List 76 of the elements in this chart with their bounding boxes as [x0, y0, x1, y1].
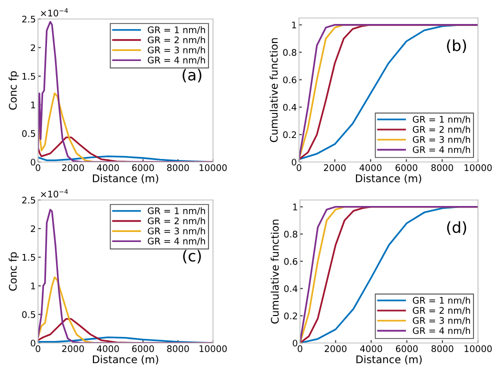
legend-label: GR = 4 nm/h: [412, 327, 470, 335]
legend-label: GR = 2 nm/h: [412, 126, 470, 134]
x-tick-label: 6000: [132, 345, 154, 352]
y-tick-label: 0.5: [22, 311, 36, 318]
y-tick-label: 2.5: [22, 196, 36, 204]
x-tick-label: 6000: [396, 164, 418, 172]
legend-label: GR = 4 nm/h: [412, 146, 470, 154]
x-tick-label: 4000: [360, 164, 382, 172]
x-tick-label: 8000: [431, 164, 454, 172]
annotation: (b): [447, 39, 466, 54]
legend-label: GR = 2 nm/h: [148, 36, 206, 44]
y-tick-label: 0: [30, 340, 36, 347]
y-tick-label: 0.2: [284, 312, 298, 320]
x-tick-label: 8000: [167, 164, 189, 172]
legend-label: GR = 3 nm/h: [148, 227, 206, 236]
y-tick-label: 2: [30, 225, 36, 232]
y-axis-title: Cumulative function: [270, 38, 278, 142]
y-axis-title: Cumulative function: [270, 220, 279, 324]
y-tick-label: 2: [30, 44, 36, 52]
x-tick-label: 2000: [62, 164, 84, 172]
line-series: [38, 21, 213, 162]
x-tick-label: 4000: [96, 164, 119, 172]
x-tick-label: 8000: [167, 345, 189, 352]
y-tick-label: 0.6: [284, 258, 298, 265]
y-tick-label: 1: [293, 204, 298, 210]
y-tick-label: 0.6: [283, 76, 296, 84]
x-tick-label: 6000: [132, 164, 154, 172]
y-tick-label: 0.2: [283, 131, 296, 138]
x-tick-label: 6000: [396, 345, 418, 352]
y-tick-label: 0: [30, 158, 36, 166]
x-tick-label: 2000: [324, 345, 346, 352]
legend-label: GR = 3 nm/h: [148, 46, 206, 54]
x-tick-label: 2000: [324, 164, 346, 172]
y-tick-label: 1: [292, 22, 296, 28]
x-axis-title: Distance (m): [92, 355, 158, 364]
legend-label: GR = 1 nm/h: [148, 26, 206, 34]
y-tick-label: 1.5: [22, 73, 36, 80]
legend-label: GR = 3 nm/h: [412, 136, 470, 144]
x-tick-label: 10000: [464, 164, 492, 172]
x-tick-label: 10000: [200, 164, 227, 172]
y-axis-title: Conc fp: [8, 71, 19, 110]
y-tick-label: 1: [31, 282, 36, 290]
x-tick-label: 8000: [432, 345, 454, 352]
text: ×10$^{−4}$: [40, 8, 68, 16]
legend-label: GR = 4 nm/h: [148, 56, 206, 64]
legend-label: GR = 2 nm/h: [412, 306, 470, 315]
legend-label: GR = 2 nm/h: [148, 217, 206, 226]
x-tick-label: 10000: [464, 345, 492, 352]
legend-label: GR = 1 nm/h: [412, 296, 470, 304]
x-axis-title: Distance (m): [356, 355, 422, 364]
x-tick-label: 4000: [360, 345, 382, 352]
legend-label: GR = 1 nm/h: [148, 207, 206, 215]
y-tick-label: 0.8: [283, 49, 296, 56]
x-axis-title: Distance (m): [92, 174, 158, 184]
y-tick-label: 0.4: [284, 285, 298, 292]
y-tick-label: 0.8: [284, 230, 298, 238]
text: ×10$^{−4}$: [40, 189, 68, 198]
x-tick-label: 0: [298, 345, 302, 352]
y-tick-label: 0.4: [283, 104, 296, 111]
y-tick-label: 0: [292, 158, 296, 166]
y-tick-label: 2.5: [22, 16, 36, 23]
y-tick-label: 1.5: [22, 254, 36, 261]
x-axis-title: Distance (m): [356, 174, 422, 184]
x-tick-label: 2000: [62, 345, 84, 352]
y-tick-label: 1: [31, 102, 36, 108]
legend-label: GR = 4 nm/h: [148, 237, 206, 246]
x-tick-label: 4000: [96, 345, 119, 352]
annotation: (d): [447, 221, 466, 235]
legend-label: GR = 3 nm/h: [412, 316, 470, 325]
y-axis-title: Conc fp: [8, 252, 19, 291]
annotation: (a): [182, 68, 202, 82]
y-tick-label: 0.5: [22, 130, 36, 137]
annotation: (c): [183, 250, 201, 264]
y-tick-label: 0: [292, 340, 298, 347]
x-tick-label: 10000: [200, 345, 227, 352]
legend-label: GR = 1 nm/h: [412, 116, 470, 124]
